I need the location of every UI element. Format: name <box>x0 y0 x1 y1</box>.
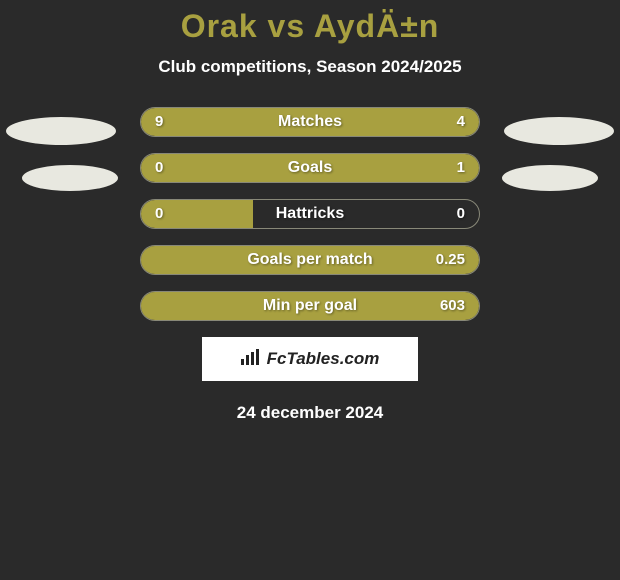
stat-label: Goals per match <box>141 246 479 274</box>
stat-row-goals-per-match: Goals per match 0.25 <box>140 245 480 275</box>
stat-right-value: 1 <box>457 154 465 182</box>
player-right-marker-2 <box>502 165 598 191</box>
stat-label: Matches <box>141 108 479 136</box>
date-label: 24 december 2024 <box>0 403 620 423</box>
stats-area: 9 Matches 4 0 Goals 1 0 Hattricks 0 <box>0 107 620 321</box>
brand-label: FcTables.com <box>267 349 380 369</box>
stat-row-matches: 9 Matches 4 <box>140 107 480 137</box>
stat-right-value: 4 <box>457 108 465 136</box>
stat-label: Min per goal <box>141 292 479 320</box>
stat-row-hattricks: 0 Hattricks 0 <box>140 199 480 229</box>
stat-rows: 9 Matches 4 0 Goals 1 0 Hattricks 0 <box>140 107 480 321</box>
stat-label: Goals <box>141 154 479 182</box>
stat-row-min-per-goal: Min per goal 603 <box>140 291 480 321</box>
comparison-widget: Orak vs AydÄ±n Club competitions, Season… <box>0 0 620 423</box>
subtitle: Club competitions, Season 2024/2025 <box>0 57 620 77</box>
brand-badge[interactable]: FcTables.com <box>202 337 418 381</box>
stat-right-value: 0.25 <box>436 246 465 274</box>
stat-label: Hattricks <box>141 200 479 228</box>
stat-right-value: 603 <box>440 292 465 320</box>
player-right-marker-1 <box>504 117 614 145</box>
player-left-marker-1 <box>6 117 116 145</box>
bar-chart-icon <box>241 349 261 370</box>
page-title: Orak vs AydÄ±n <box>0 8 620 45</box>
stat-row-goals: 0 Goals 1 <box>140 153 480 183</box>
player-left-marker-2 <box>22 165 118 191</box>
stat-right-value: 0 <box>457 200 465 228</box>
